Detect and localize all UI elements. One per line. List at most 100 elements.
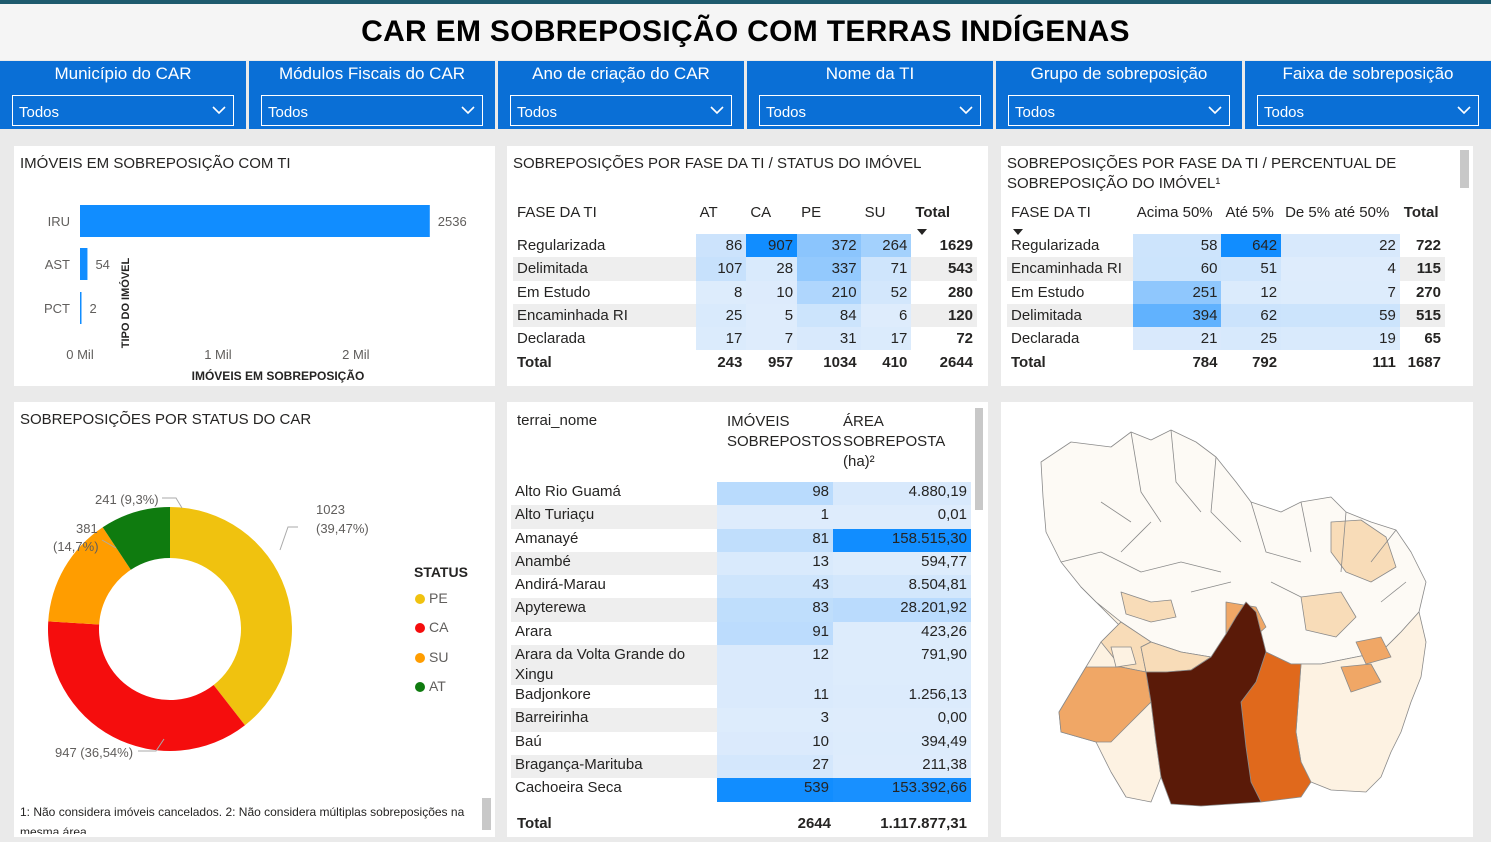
scrollbar-thumb[interactable] [1460,150,1469,188]
table-row[interactable]: Anambé 13 594,77 [511,551,971,576]
row-total: 72 [911,327,977,351]
ti-name-cell: Apyterewa [511,598,717,622]
bar-iru[interactable] [80,205,430,237]
matrix-cell: 394 [1132,303,1222,328]
matrix-cell: 251 [1132,280,1222,304]
map-region[interactable] [1120,591,1177,623]
area-cell: 423,26 [833,621,971,646]
legend-item-at[interactable]: AT [415,678,446,694]
row-label: Declarada [513,327,696,351]
table-row[interactable]: Arara 91 423,26 [511,621,971,646]
map-region[interactable] [1300,591,1357,638]
filter-value: Todos [19,104,60,121]
bar-chart-card: IMÓVEIS EM SOBREPOSIÇÃO COM TI IRU 2536 AS… [14,146,495,386]
footnote-line: 1: Não considera imóveis cancelados. 2: … [20,805,465,819]
donut-chart: 1023 (39,47%) 241 (9,3%) 381 (14,7%) 947… [48,492,369,760]
matrix-cell: 52 [860,280,912,304]
category-label: PCT [44,301,70,316]
table-row[interactable]: Amanayé 81 158.515,30 [511,528,971,552]
column-header[interactable]: FASE DA TI [1007,204,1133,235]
matrix-row[interactable]: Declarada 17 7 31 17 72 [513,327,977,351]
donut-slice-at[interactable] [102,507,170,570]
leader-line [162,497,183,509]
filter-dropdown[interactable]: Todos [759,95,981,126]
filter-dropdown[interactable]: Todos [510,95,732,126]
imoveis-cell: 98 [717,482,833,506]
map-region[interactable] [1330,519,1397,583]
donut-slice-su[interactable] [48,527,131,625]
map-region[interactable] [1355,636,1392,665]
filter-value: Todos [268,104,309,121]
data-label: 54 [95,257,109,272]
table-row[interactable]: Apyterewa 83 28.201,92 [511,598,971,622]
table-row[interactable]: Badjonkore 11 1.256,13 [511,685,971,709]
top-accent-bar [0,0,1491,4]
map-region[interactable] [1340,663,1382,693]
matrix-row[interactable]: Encaminhada RI 60 51 4 115 [1007,257,1445,281]
column-header[interactable]: SU [864,204,886,221]
column-header[interactable]: FASE DA TI [517,204,597,221]
ti-name-cell: Barreirinha [511,708,717,732]
area-cell: 0,00 [833,708,971,732]
filter-value: Todos [766,104,807,121]
row-total: 115 [1399,257,1445,281]
total-cell: 784 [1192,353,1218,371]
matrix-cell: 4 [1281,257,1400,281]
col-header-name[interactable]: terrai_nome [517,412,598,429]
matrix-row[interactable]: Delimitada 107 28 337 71 543 [513,257,977,281]
donut-slice-pe[interactable] [170,507,292,726]
table-row[interactable]: Cachoeira Seca 539 153.392,66 [511,778,971,802]
filter-dropdown[interactable]: Todos [12,95,234,126]
filter-dropdown[interactable]: Todos [1257,95,1479,126]
filter-dropdown[interactable]: Todos [261,95,483,126]
legend-item-su[interactable]: SU [415,649,448,665]
slice-label-su-pct: (14,7%) [53,539,99,554]
filter-dropdown[interactable]: Todos [1008,95,1230,126]
matrix-row[interactable]: Regularizada 86 907 372 264 1629 [513,234,977,258]
matrix-row[interactable]: Em Estudo 8 10 210 52 280 [513,280,977,304]
total-row: Total 243 957 1034 410 2644 [513,350,977,373]
matrix-row[interactable]: Declarada 21 25 19 65 [1007,327,1445,351]
map-region[interactable] [1058,666,1152,743]
legend-item-ca[interactable]: CA [415,619,448,635]
column-header[interactable]: PE [801,204,822,221]
col-header-imoveis[interactable]: IMÓVEIS SOBREPOSTOS [727,412,842,452]
legend-item-pe[interactable]: PE [415,590,448,606]
column-header[interactable]: AT [699,204,718,221]
table-row[interactable]: Alto Turiaçu 1 0,01 [511,505,971,529]
bar-pct[interactable] [80,292,82,324]
table-row[interactable]: Andirá-Marau 43 8.504,81 [511,575,971,599]
column-header[interactable]: Total [911,204,977,235]
column-header[interactable]: Total [1403,204,1439,221]
matrix-row[interactable]: Em Estudo 251 12 7 270 [1007,280,1445,304]
matrix-cell: 31 [797,327,861,351]
table-row[interactable]: Bragança-Marituba 27 211,38 [511,754,971,779]
bar-chart: IRU 2536 AST 54 PCT 2 0 Mil 1 Mil 2 Mil TIPO DO … [44,205,467,383]
map-region[interactable] [1110,646,1137,668]
column-header[interactable]: De 5% até 50% [1285,204,1390,221]
bar-ast[interactable] [80,248,88,280]
donut-slice-ca[interactable] [48,621,245,751]
imoveis-cell: 12 [717,645,833,686]
column-header[interactable]: Acima 50% [1136,204,1213,221]
x-axis-title: IMÓVEIS EM SOBREPOSIÇÃO [192,368,365,383]
legend-title: STATUS [414,564,468,580]
table-row[interactable]: Barreirinha 3 0,00 [511,708,971,732]
y-axis-title: TIPO DO IMÓVEL [119,257,132,348]
column-header[interactable]: CA [750,204,772,221]
column-header[interactable]: Até 5% [1225,204,1274,221]
matrix-row[interactable]: Encaminhada RI 25 5 84 6 120 [513,303,977,328]
matrix-row[interactable]: Regularizada 58 642 22 722 [1007,234,1445,258]
row-label: Encaminhada RI [513,303,696,328]
ti-name-cell: Amanayé [511,528,717,552]
col-header-area[interactable]: ÁREA SOBREPOSTA (ha)² [843,412,945,472]
scrollbar-thumb[interactable] [482,798,491,830]
area-cell: 8.504,81 [833,575,971,599]
table-row[interactable]: Baú 10 394,49 [511,731,971,755]
scrollbar-thumb[interactable] [975,408,983,510]
table-row[interactable]: Alto Rio Guamá 98 4.880,19 [511,482,971,506]
choropleth-map[interactable] [1001,402,1473,837]
matrix-row[interactable]: Delimitada 394 62 59 515 [1007,303,1445,328]
table-row[interactable]: Arara da Volta Grande do Xingu 12 791,90 [511,645,971,686]
map-region[interactable] [1145,601,1267,807]
